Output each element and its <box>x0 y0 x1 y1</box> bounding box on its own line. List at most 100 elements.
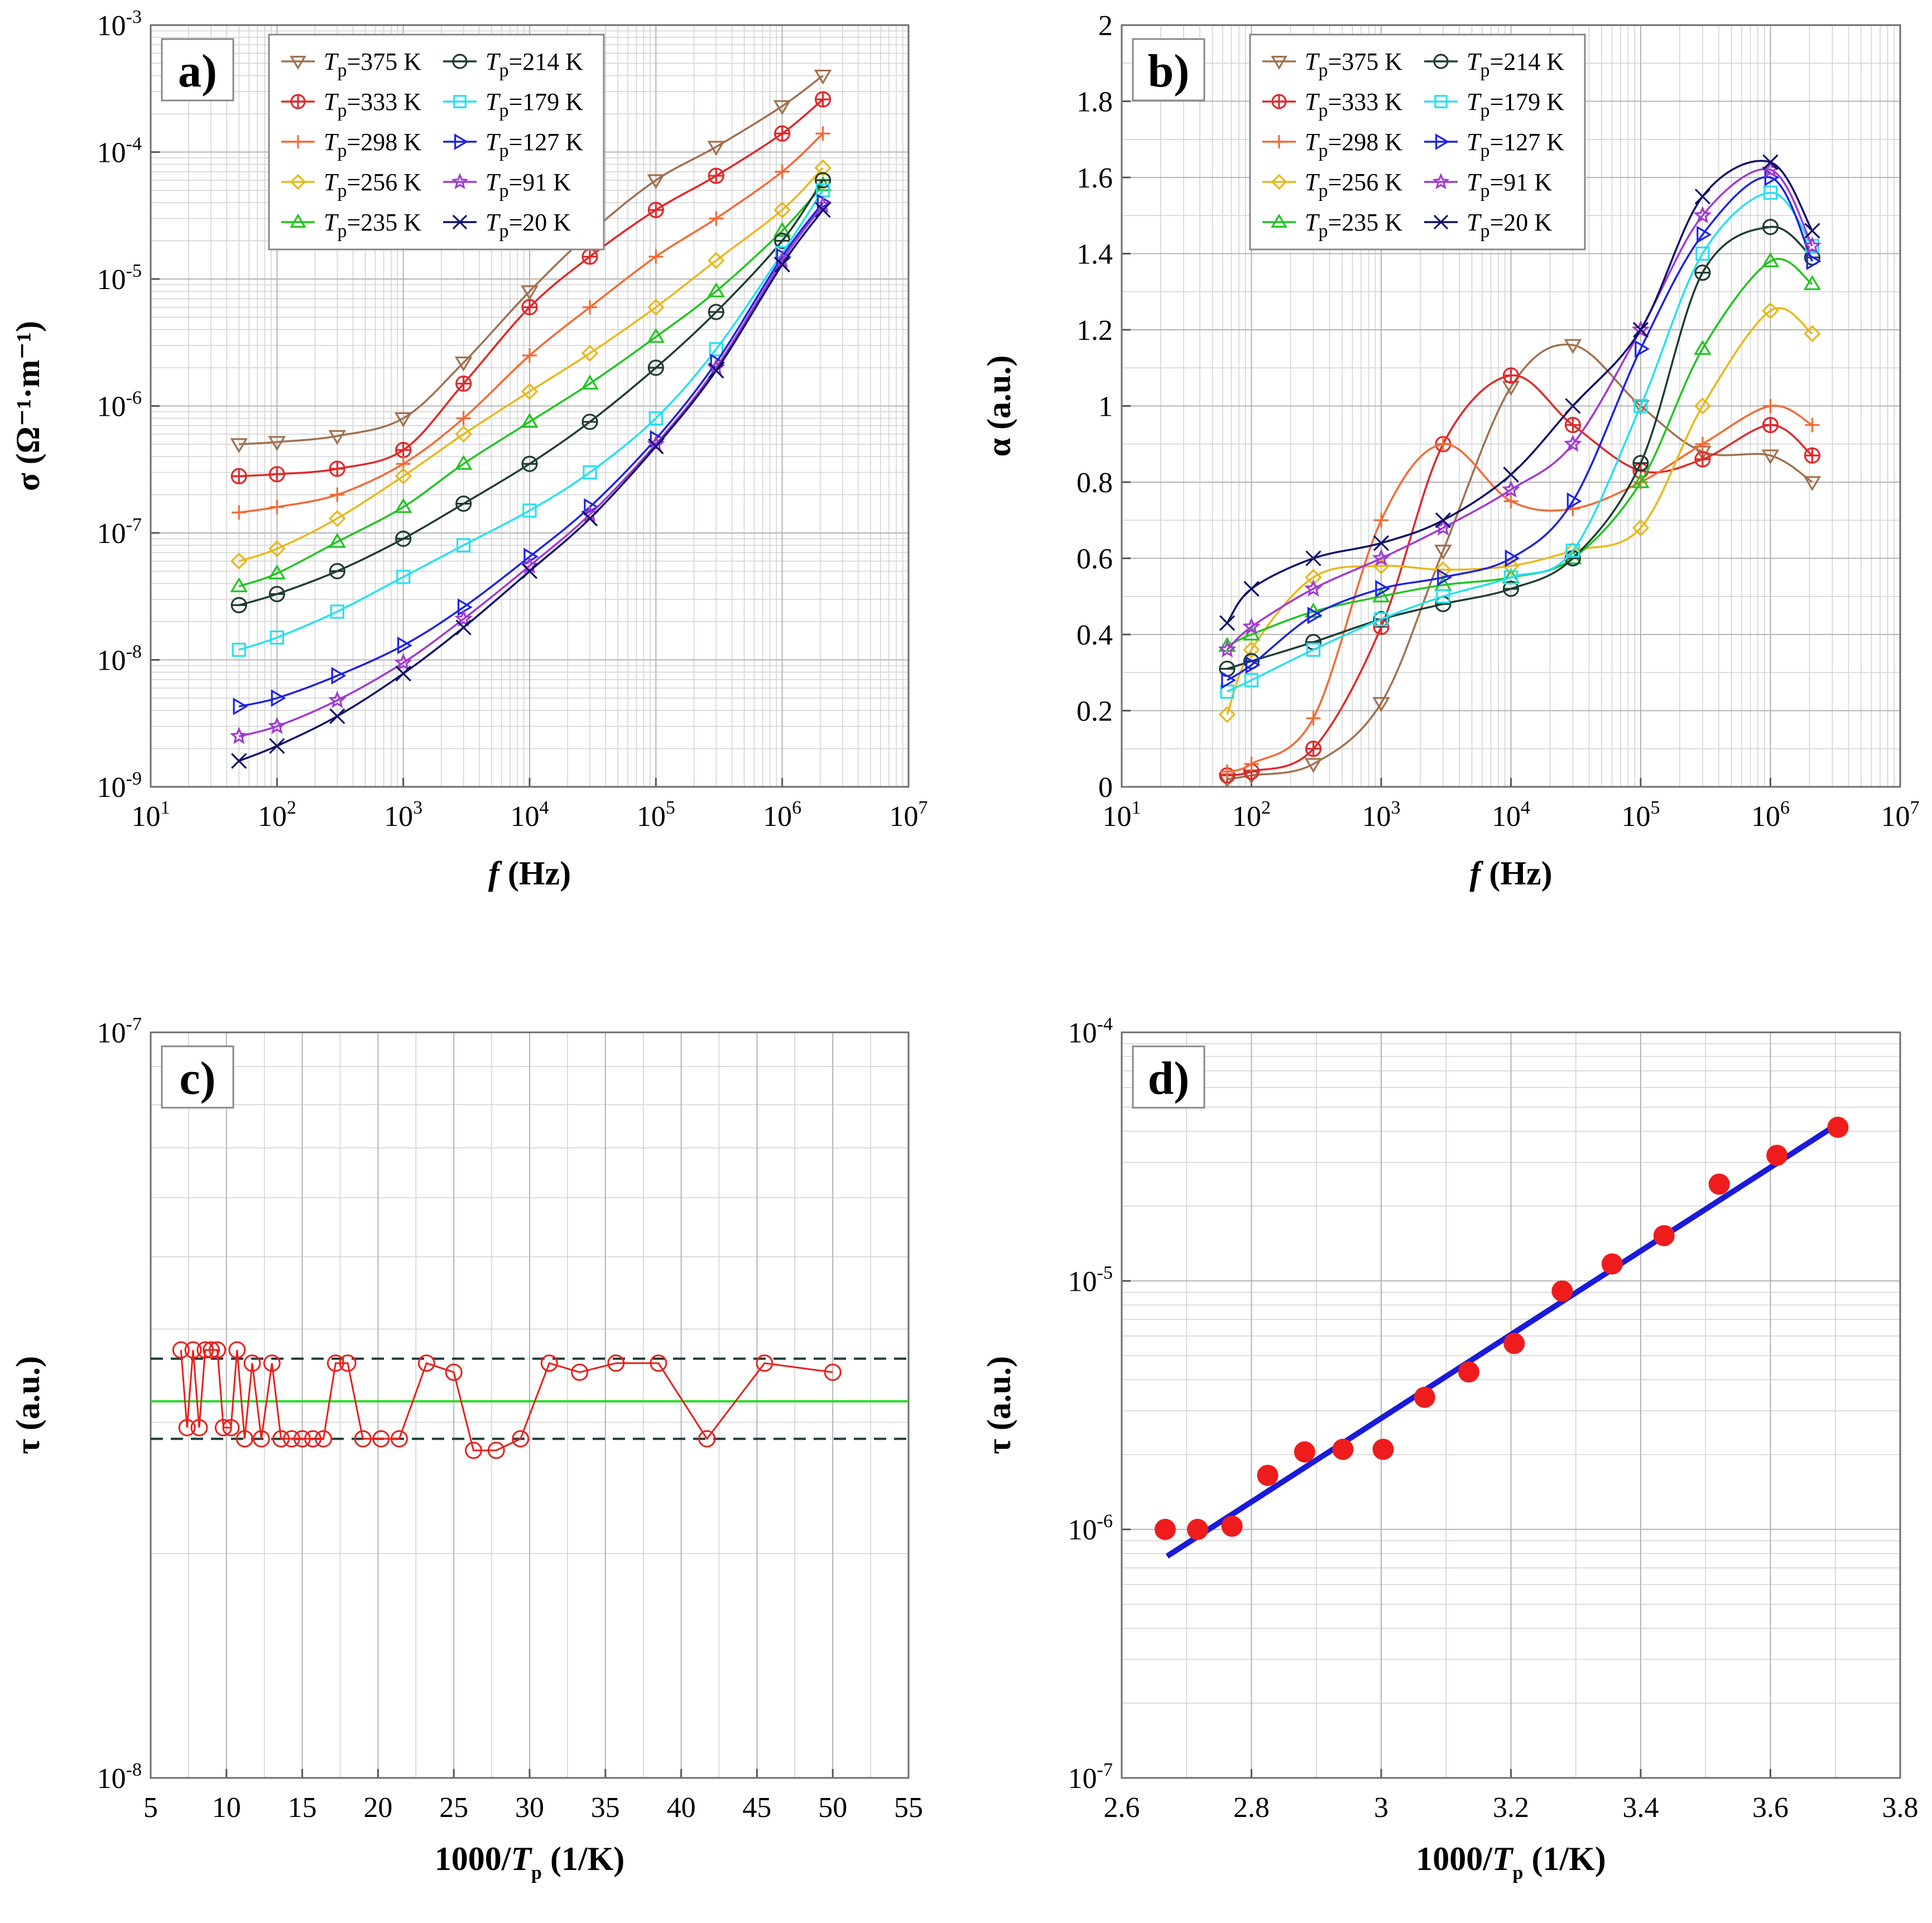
tau-data-point <box>465 1441 483 1459</box>
data-point-marker <box>1304 579 1323 597</box>
legend-item-tp-20k: Tp=20 K <box>1424 209 1552 242</box>
y-tick-label: 2 <box>1098 10 1113 42</box>
x-tick-label: 10 <box>212 1792 241 1824</box>
tau-data-point <box>209 1341 227 1359</box>
data-point-marker <box>457 598 473 616</box>
data-point-marker <box>709 169 724 184</box>
data-point-marker <box>521 285 539 301</box>
data-point-marker <box>1243 580 1260 597</box>
data-point-marker <box>709 211 724 226</box>
data-point-marker <box>708 362 724 379</box>
y-tick-label: 0 <box>1098 772 1113 804</box>
plot-frame <box>150 24 910 788</box>
data-point-marker <box>456 538 471 552</box>
x-tick-label: 106 <box>1751 797 1790 833</box>
x-tick-label: 106 <box>763 797 801 833</box>
legend-label: Tp=298 K <box>1305 128 1402 161</box>
data-point-marker <box>1435 436 1450 451</box>
data-point-marker <box>330 604 344 619</box>
data-point-marker <box>1762 154 1779 170</box>
x-tick-label: 45 <box>742 1792 771 1824</box>
data-point-marker <box>1304 758 1323 773</box>
data-point-marker <box>456 376 471 391</box>
tau-data-point <box>252 1430 270 1448</box>
y-tick-label: 0.2 <box>1076 696 1113 728</box>
series-line <box>238 201 824 708</box>
data-point-marker <box>773 201 791 219</box>
series-line <box>238 190 824 651</box>
legend-item-tp-333k: Tp=333 K <box>1262 88 1402 121</box>
x-tick-label: 103 <box>1362 797 1401 833</box>
tau-data-point <box>243 1354 261 1372</box>
tau-data-point <box>315 1430 333 1448</box>
legend-label: Tp=20 K <box>1467 209 1552 242</box>
x-tick-label: 104 <box>1492 797 1530 833</box>
legend-item-tp-179k: Tp=179 K <box>1424 88 1564 121</box>
x-tick-label: 3.8 <box>1882 1792 1919 1824</box>
data-point-marker <box>290 174 306 190</box>
data-point-marker <box>455 619 472 636</box>
data-point-marker <box>268 436 286 451</box>
panel-a-sigma-vs-frequency: 101 102 103 104 105 106 107 10-9 10-8 10-7 10-6 10-… <box>9 7 928 892</box>
data-point-marker <box>1694 339 1712 355</box>
data-point-marker <box>230 438 248 454</box>
data-point-marker <box>1631 320 1650 338</box>
x-tick-label: 107 <box>890 797 928 833</box>
tau-data-point <box>698 1430 716 1448</box>
data-point-marker <box>454 455 473 470</box>
data-point-marker <box>1804 223 1820 239</box>
tau-data-point <box>390 1430 408 1448</box>
tau-data-point <box>1827 1117 1849 1138</box>
series-line <box>239 75 824 445</box>
plot-frame <box>1121 1031 1901 1779</box>
data-point-marker <box>648 249 664 264</box>
data-point-marker <box>709 342 723 357</box>
tau-data-point <box>540 1354 558 1372</box>
tau-data-point <box>294 1430 311 1448</box>
data-point-marker <box>1220 764 1234 779</box>
x-axis-label: 1000/Tp (1/K) <box>435 1840 625 1883</box>
data-point-marker <box>1272 95 1286 108</box>
legend-item-tp-298k: Tp=298 K <box>1262 128 1402 161</box>
tau-data-point <box>1221 1515 1243 1537</box>
x-tick-label: 15 <box>288 1792 317 1824</box>
tau-data-point <box>487 1441 505 1459</box>
data-point-marker <box>1435 133 1450 150</box>
data-point-marker <box>522 348 537 363</box>
data-point-marker <box>453 95 467 108</box>
y-axis-label: α (a.u.) <box>981 355 1017 457</box>
panel-label: b) <box>1148 45 1190 97</box>
x-tick-label: 102 <box>258 797 296 833</box>
data-point-marker <box>1696 225 1712 244</box>
legend-item-tp-214k: Tp=214 K <box>443 48 583 81</box>
data-point-marker <box>454 356 473 372</box>
series-line <box>238 205 824 738</box>
panel-label-box <box>161 38 234 102</box>
data-point-marker <box>581 374 599 390</box>
panel-label: a) <box>178 45 217 97</box>
data-point-marker <box>1763 185 1778 200</box>
data-point-marker <box>775 164 790 179</box>
data-point-marker <box>1632 400 1650 415</box>
tau-data-point <box>607 1354 625 1372</box>
y-tick-label: 10-7 <box>97 1014 142 1049</box>
legend-item-tp-298k: Tp=298 K <box>281 128 421 161</box>
legend-label: Tp=214 K <box>1467 48 1564 81</box>
data-point-marker <box>394 498 412 513</box>
x-tick-label: 20 <box>363 1792 392 1824</box>
data-point-marker <box>1245 656 1261 674</box>
x-tick-label: 107 <box>1881 797 1920 833</box>
tau-data-point <box>1154 1518 1176 1540</box>
data-point-marker <box>1244 757 1259 772</box>
tau-data-point <box>339 1354 357 1372</box>
tau-data-point <box>1257 1464 1279 1486</box>
data-point-marker <box>1633 398 1648 414</box>
data-point-marker <box>1304 602 1323 618</box>
data-point-marker <box>396 443 411 458</box>
x-axis-label: f (Hz) <box>1469 855 1552 892</box>
data-point-marker <box>330 487 345 502</box>
data-point-marker <box>1307 607 1323 624</box>
data-point-marker <box>1761 252 1780 267</box>
data-point-marker <box>1502 480 1520 498</box>
data-point-marker <box>331 667 347 685</box>
